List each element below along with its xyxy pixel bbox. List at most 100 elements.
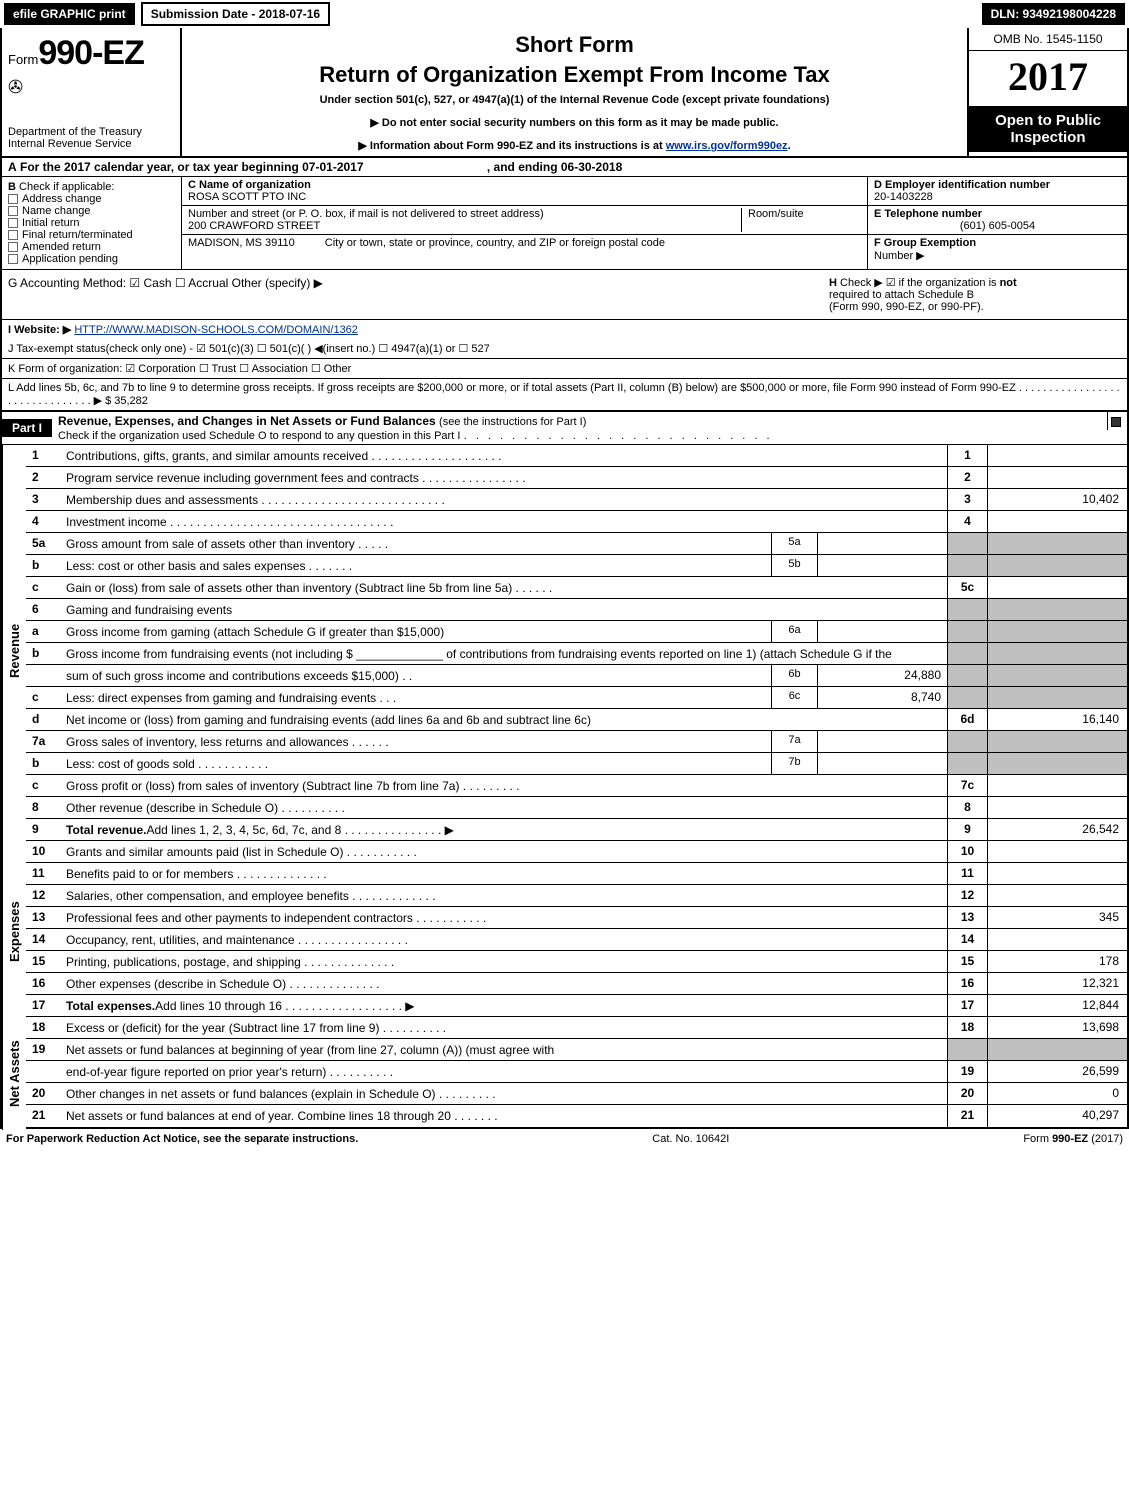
line-description: Net assets or fund balances at end of ye…: [62, 1105, 947, 1127]
mid-line-number: 7b: [771, 753, 817, 774]
grey-end-no: [947, 687, 987, 708]
line-number: 10: [26, 841, 62, 862]
h-check: H Check ▶ ☑ if the organization is not r…: [821, 276, 1121, 313]
tax-year: 2017: [969, 51, 1127, 106]
line-description: Benefits paid to or for members . . . . …: [62, 863, 947, 884]
table-row: 5aGross amount from sale of assets other…: [2, 533, 1127, 555]
end-line-number: 18: [947, 1017, 987, 1038]
mid-line-number: 6b: [771, 665, 817, 686]
line-number: [26, 665, 62, 686]
line-description: Program service revenue including govern…: [62, 467, 947, 488]
table-row: 13Professional fees and other payments t…: [2, 907, 1127, 929]
part-1-checkbox[interactable]: [1107, 412, 1127, 430]
k-org-form-line: K Form of organization: ☑ Corporation ☐ …: [0, 359, 1129, 379]
part-1-label: Part I: [2, 419, 52, 437]
open-public-2: Inspection: [971, 129, 1125, 146]
grey-end-val: [987, 731, 1127, 752]
room-suite: Room/suite: [741, 208, 861, 232]
chk-application-pending[interactable]: Application pending: [8, 253, 175, 265]
j-tax-exempt-line: J Tax-exempt status(check only one) - ☑ …: [0, 339, 1129, 359]
c-city: MADISON, MS 39110 City or town, state or…: [182, 235, 867, 251]
chk-address-change[interactable]: Address change: [8, 193, 175, 205]
mid-line-value: [817, 533, 947, 554]
line-number: 2: [26, 467, 62, 488]
label-a: A: [8, 160, 17, 174]
mid-line-number: 6c: [771, 687, 817, 708]
table-row: 14Occupancy, rent, utilities, and mainte…: [2, 929, 1127, 951]
chk-final-return[interactable]: Final return/terminated: [8, 229, 175, 241]
mid-line-value: [817, 731, 947, 752]
line-number: 21: [26, 1105, 62, 1127]
line-description: Printing, publications, postage, and shi…: [62, 951, 947, 972]
irs-link[interactable]: www.irs.gov/form990ez: [666, 140, 788, 152]
end-line-value: 12,321: [987, 973, 1127, 994]
footer-mid: Cat. No. 10642I: [652, 1133, 729, 1145]
mid-line-number: 5b: [771, 555, 817, 576]
form-number-block: Form990-EZ ✇: [8, 34, 174, 98]
section-label-revenue: Revenue: [2, 445, 26, 857]
footer-right-post: (2017): [1088, 1133, 1123, 1145]
chk-name-change[interactable]: Name change: [8, 205, 175, 217]
website-link[interactable]: HTTP://WWW.MADISON-SCHOOLS.COM/DOMAIN/13…: [74, 324, 358, 336]
bcd-block: B Check if applicable: Address change Na…: [0, 177, 1129, 270]
table-row: bGross income from fundraising events (n…: [2, 643, 1127, 665]
table-row: aGross income from gaming (attach Schedu…: [2, 621, 1127, 643]
form-prefix: Form: [8, 52, 38, 67]
table-row: cLess: direct expenses from gaming and f…: [2, 687, 1127, 709]
line-number: 18: [26, 1017, 62, 1038]
line-number: b: [26, 555, 62, 576]
end-line-value: 0: [987, 1083, 1127, 1104]
footer-right: Form 990-EZ (2017): [1023, 1133, 1123, 1145]
line-description: Gaming and fundraising events: [62, 599, 947, 620]
grey-end-val: [987, 599, 1127, 620]
part-1-header: Part I Revenue, Expenses, and Changes in…: [0, 412, 1129, 445]
line-number: 5a: [26, 533, 62, 554]
line-description: end-of-year figure reported on prior yea…: [62, 1061, 947, 1082]
line-description: Investment income . . . . . . . . . . . …: [62, 511, 947, 532]
end-line-value: 345: [987, 907, 1127, 928]
part-1-dots: . . . . . . . . . . . . . . . . . . . . …: [464, 430, 773, 442]
line-description: Salaries, other compensation, and employ…: [62, 885, 947, 906]
department-block: Department of the Treasury Internal Reve…: [8, 126, 174, 150]
topbar-left: efile GRAPHIC print Submission Date - 20…: [4, 2, 330, 26]
mid-line-value: [817, 555, 947, 576]
line-number: 14: [26, 929, 62, 950]
line-number: 12: [26, 885, 62, 906]
line-number: d: [26, 709, 62, 730]
section-label-expenses: Expenses: [2, 841, 26, 1023]
d-ein-label: D Employer identification number: [874, 179, 1121, 191]
table-row: Expenses10Grants and similar amounts pai…: [2, 841, 1127, 863]
submission-date: Submission Date - 2018-07-16: [141, 2, 330, 26]
chk-amended-return[interactable]: Amended return: [8, 241, 175, 253]
line-description: Membership dues and assessments . . . . …: [62, 489, 947, 510]
grey-end-val: [987, 1039, 1127, 1060]
part-1-title: Revenue, Expenses, and Changes in Net As…: [52, 412, 1107, 444]
line-number: 4: [26, 511, 62, 532]
line-description: Total revenue. Add lines 1, 2, 3, 4, 5c,…: [62, 819, 947, 840]
grey-end-no: [947, 1039, 987, 1060]
line-description: Grants and similar amounts paid (list in…: [62, 841, 947, 862]
chk-initial-return[interactable]: Initial return: [8, 217, 175, 229]
tax-year-ending: , and ending 06-30-2018: [487, 160, 622, 174]
end-line-number: 15: [947, 951, 987, 972]
table-row: 12Salaries, other compensation, and empl…: [2, 885, 1127, 907]
mid-line-value: 24,880: [817, 665, 947, 686]
line-number: c: [26, 687, 62, 708]
block-b: B Check if applicable: Address change Na…: [2, 177, 182, 269]
line-description: Gross sales of inventory, less returns a…: [62, 731, 771, 752]
end-line-number: 20: [947, 1083, 987, 1104]
end-line-number: 16: [947, 973, 987, 994]
line-description: Less: direct expenses from gaming and fu…: [62, 687, 771, 708]
part-1-checkline: Check if the organization used Schedule …: [58, 430, 460, 442]
table-row: 15Printing, publications, postage, and s…: [2, 951, 1127, 973]
end-line-value: 10,402: [987, 489, 1127, 510]
line-number: 15: [26, 951, 62, 972]
grey-end-no: [947, 621, 987, 642]
table-row: 7aGross sales of inventory, less returns…: [2, 731, 1127, 753]
line-number: 16: [26, 973, 62, 994]
line-description: Occupancy, rent, utilities, and maintena…: [62, 929, 947, 950]
line-number: c: [26, 577, 62, 598]
line-number: 8: [26, 797, 62, 818]
mid-line-value: [817, 753, 947, 774]
line-description: Total expenses. Add lines 10 through 16 …: [62, 995, 947, 1016]
